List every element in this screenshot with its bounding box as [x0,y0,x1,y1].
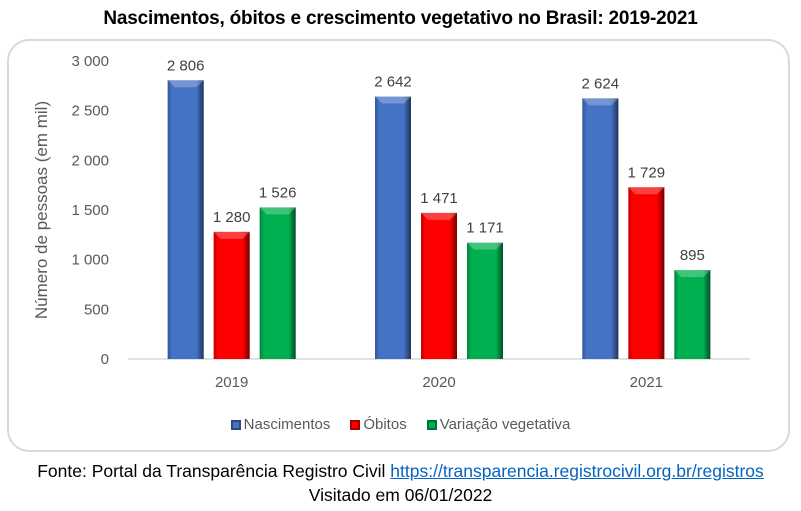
legend-swatch-icon [350,419,361,430]
bar-obitos-2019 [213,231,250,359]
data-label: 1 729 [628,164,666,181]
x-tick-label: 2020 [422,374,455,391]
bar-variacao-vegetativa-2020 [467,242,503,359]
bar-bevel [467,242,503,359]
legend-item: Nascimentos [230,416,331,433]
bar-bevel [259,207,296,359]
bar-top-bevel [628,187,665,195]
bar-nascimentos-2019 [167,80,204,360]
data-label: 1 171 [466,220,504,237]
legend-label: Nascimentos [243,416,331,433]
legend-label: Variação vegetativa [439,416,571,433]
data-label: 2 642 [374,74,412,91]
y-axis-label: Número de pessoas (em mil) [32,101,51,319]
bar-top-bevel [467,242,503,250]
bar-top-bevel [167,80,204,88]
bar-top-bevel [582,98,619,106]
data-label: 1 471 [420,190,458,207]
source-note: Fonte: Portal da Transparência Registro … [0,459,801,507]
y-tick-label: 1 500 [71,202,109,219]
y-tick-label: 500 [84,301,109,318]
legend-label: Óbitos [363,416,407,433]
data-label: 2 624 [582,75,620,92]
bar-bevel [167,80,204,360]
y-tick-label: 2 000 [71,152,109,169]
bar-top-bevel [259,207,296,215]
x-tick-label: 2019 [215,374,248,391]
bar-top-bevel [674,270,711,278]
data-label: 1 280 [213,209,251,226]
bar-bevel [628,187,665,359]
bar-bevel [582,98,619,359]
legend-item: Variação vegetativa [426,416,571,433]
bar-top-bevel [421,212,457,220]
bar-obitos-2020 [421,212,457,359]
legend-swatch-icon [230,419,241,430]
bar-nascimentos-2020 [375,96,411,359]
y-tick-label: 2 500 [71,103,109,120]
legend-swatch-icon [426,419,437,430]
chart-title: Nascimentos, óbitos e crescimento vegeta… [103,8,698,29]
bar-variacao-vegetativa-2019 [259,207,296,359]
legend: Nascimentos Óbitos Variação vegetativa [0,416,801,433]
bar-top-bevel [213,231,250,239]
bar-variacao-vegetativa-2021 [674,270,711,359]
y-tick-label: 1 000 [71,252,109,269]
bar-bevel [375,96,411,359]
bar-top-bevel [375,96,411,104]
x-tick-label: 2021 [630,374,663,391]
y-tick-label: 0 [101,351,109,368]
data-label: 1 526 [259,184,297,201]
bar-nascimentos-2021 [582,98,619,359]
data-label: 2 806 [167,57,205,74]
y-tick-label: 3 000 [71,53,109,70]
bar-bevel [674,270,711,359]
bar-bevel [421,212,457,359]
visited-date: Visitado em 06/01/2022 [308,485,493,505]
source-text: Fonte: Portal da Transparência Registro … [37,461,391,481]
bar-bevel [213,231,250,359]
data-label: 895 [680,247,705,264]
bar-obitos-2021 [628,187,665,359]
source-link[interactable]: https://transparencia.registrocivil.org.… [390,461,764,481]
legend-item: Óbitos [350,416,407,433]
